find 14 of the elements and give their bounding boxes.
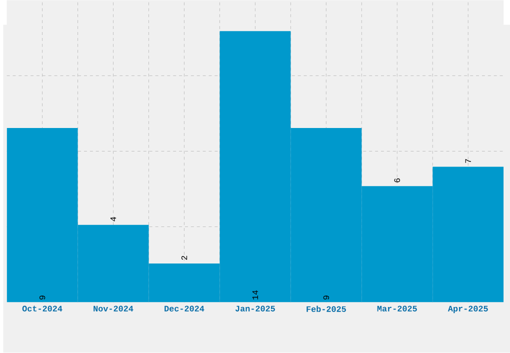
data-label: 6 [394,178,400,182]
data-label: 14 [252,290,258,300]
x-tick-label: Oct-2024 [22,306,62,312]
data-label: 9 [39,296,46,300]
x-tick-label: Jan-2025 [235,306,275,312]
data-label: 2 [181,256,188,260]
data-label: 9 [323,296,330,300]
x-tick-label: Dec-2024 [164,306,204,312]
x-tick-label: Mar-2025 [377,306,417,312]
data-label: 7 [465,159,471,164]
data-label: 4 [110,217,116,222]
x-tick-label: Feb-2025 [306,306,346,312]
x-tick-label: Nov-2024 [94,306,134,312]
x-tick-label: Apr-2025 [448,306,488,314]
